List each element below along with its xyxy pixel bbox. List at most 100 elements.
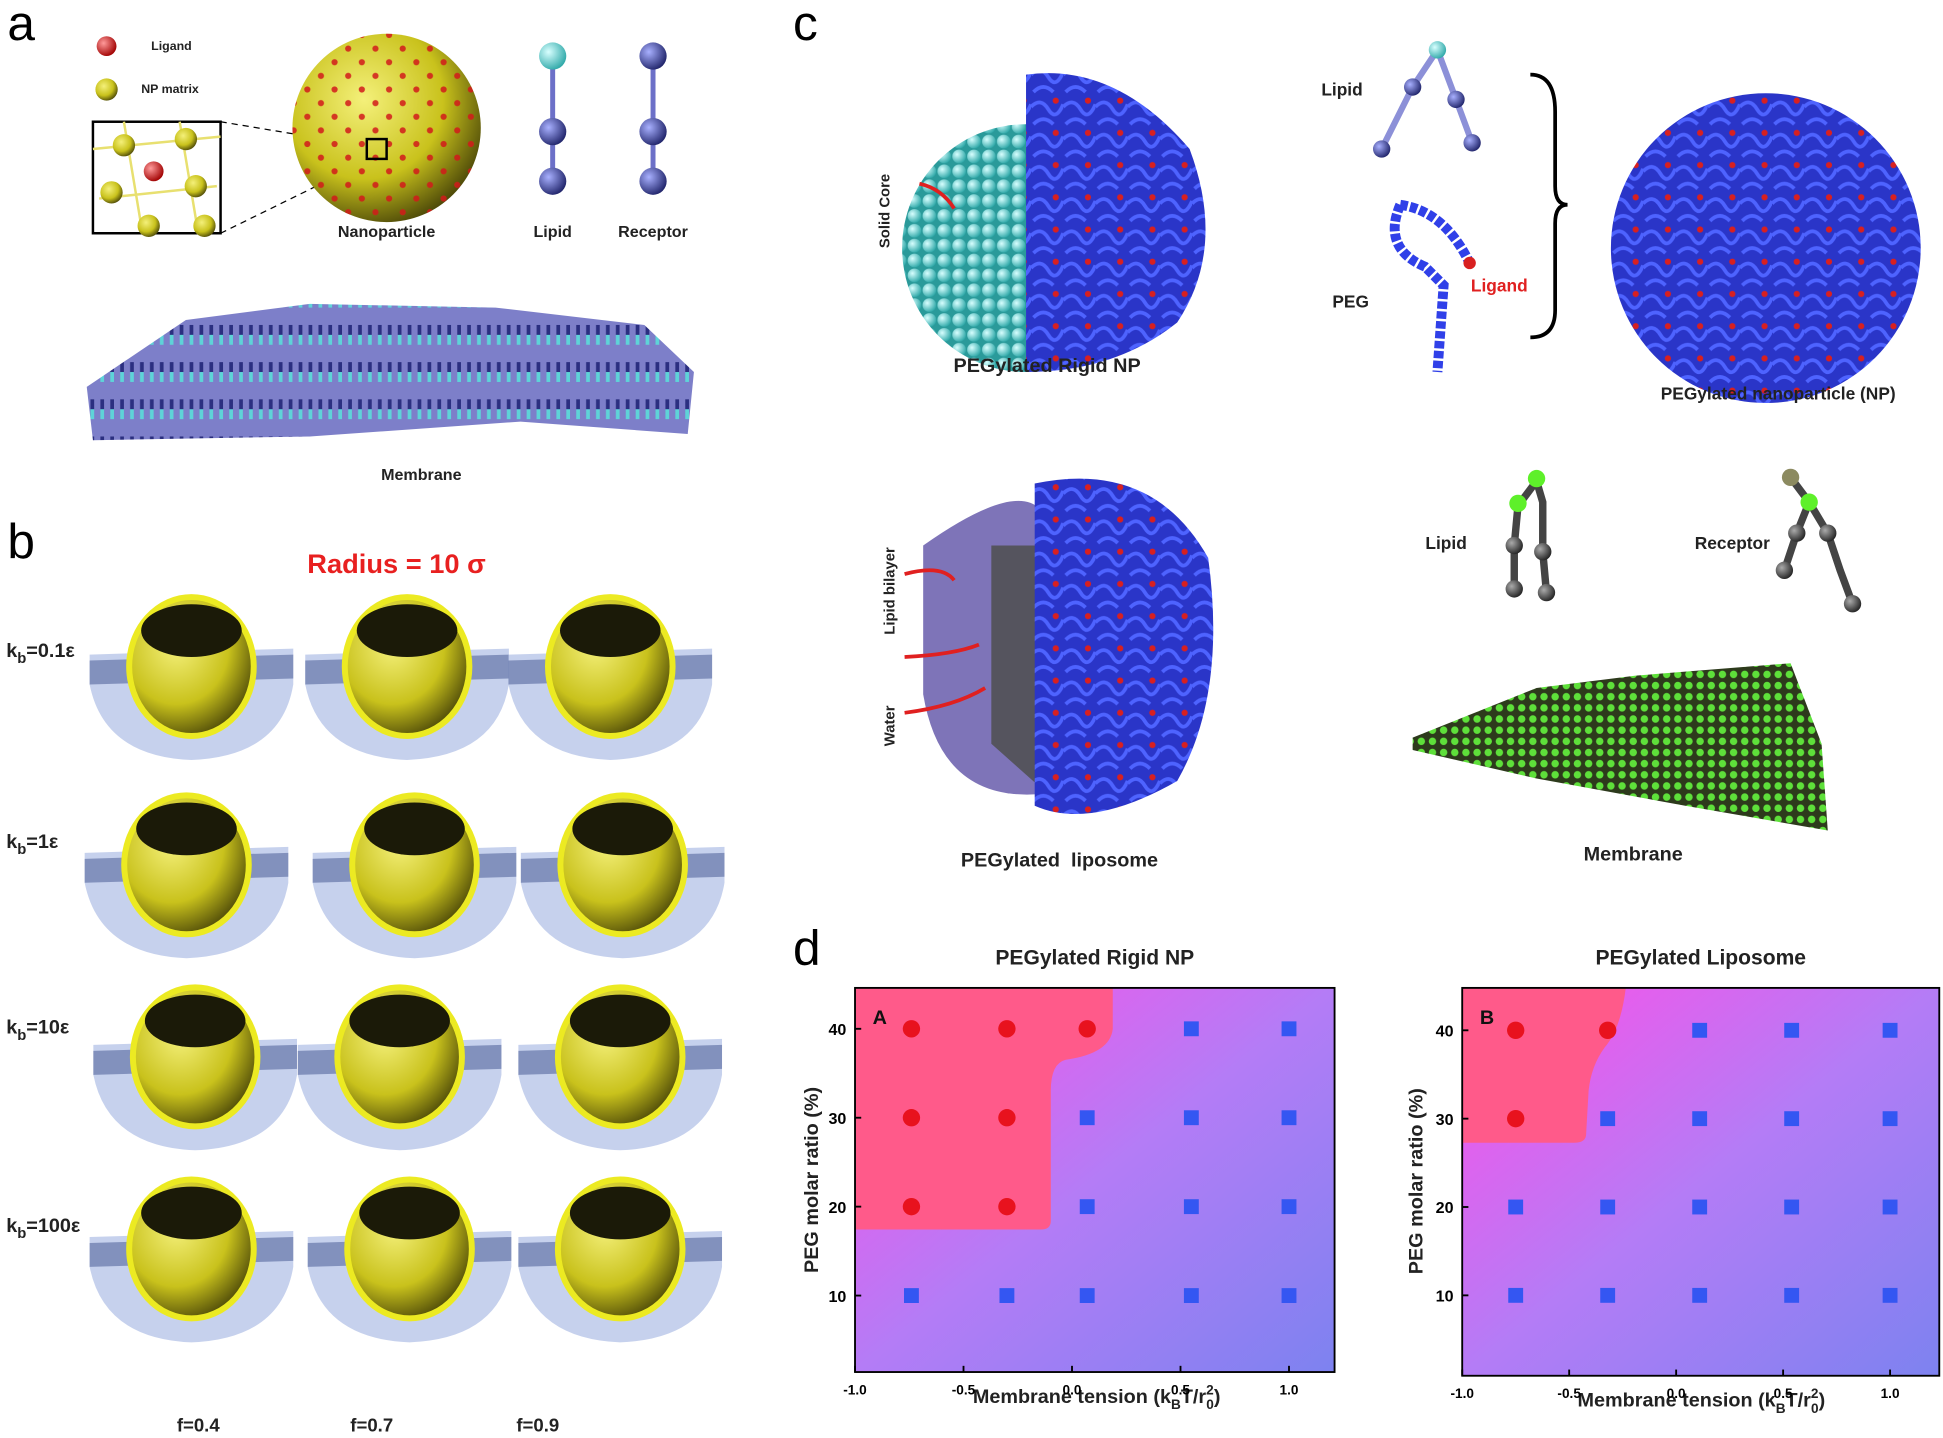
point — [998, 1109, 1016, 1127]
panel-label: b — [7, 513, 35, 569]
x-axis-label-part: 0 — [1206, 1397, 1214, 1412]
point — [1508, 1287, 1524, 1303]
row-label: kb=1ε — [6, 831, 59, 858]
label: Nanoparticle — [338, 223, 436, 241]
legend-label: Ligand — [151, 39, 192, 53]
point — [1079, 1110, 1095, 1126]
y-tick-label: 10 — [828, 1288, 846, 1306]
x-tick-label: -1.0 — [843, 1382, 867, 1397]
legend-label: NP matrix — [141, 82, 199, 96]
label: Water — [883, 705, 899, 746]
y-tick-label: 20 — [828, 1199, 846, 1217]
point — [1508, 1199, 1524, 1215]
point — [1281, 1199, 1297, 1215]
x-tick-label: -0.5 — [952, 1382, 976, 1397]
x-axis-label: Membrane tension (kBT/r2 0) — [1578, 1386, 1826, 1416]
point — [1692, 1111, 1708, 1127]
point — [1882, 1022, 1898, 1038]
row-label-part: k — [6, 1215, 18, 1237]
point — [1183, 1288, 1199, 1303]
y-tick-label: 10 — [1436, 1288, 1454, 1306]
point — [999, 1288, 1015, 1303]
x-axis-label-part: 2 — [1206, 1382, 1214, 1397]
y-tick-label: 20 — [1436, 1199, 1454, 1217]
annotation: B — [1480, 1007, 1494, 1029]
x-axis-label-part: T/r — [1181, 1386, 1207, 1408]
label: Membrane — [1584, 843, 1683, 865]
y-tick-label: 40 — [828, 1021, 846, 1039]
point — [1599, 1021, 1617, 1039]
chart-title: PEGylated Liposome — [1595, 946, 1806, 969]
point — [1784, 1199, 1800, 1215]
panel-label: c — [793, 0, 818, 51]
label: PEG — [1332, 292, 1369, 312]
y-axis-label: PEG molar ratio (%) — [801, 1087, 823, 1273]
x-tick-label: 0.5 — [1774, 1386, 1793, 1401]
point — [1784, 1111, 1800, 1127]
point — [1183, 1199, 1199, 1215]
x-axis-label-part: ) — [1819, 1390, 1826, 1412]
row-label: kb=10ε — [6, 1017, 70, 1044]
panel-label: d — [793, 919, 821, 975]
x-axis-label-part: 2 — [1811, 1386, 1819, 1401]
label: Lipid bilayer — [883, 547, 899, 635]
plot-frame — [1461, 986, 1941, 1377]
point — [1183, 1110, 1199, 1126]
x-tick-label: 0.5 — [1171, 1382, 1190, 1397]
x-axis-label-part: ) — [1214, 1386, 1221, 1408]
x-axis-label-part: B — [1171, 1397, 1181, 1412]
point — [902, 1109, 921, 1127]
label: PEGylated Rigid NP — [954, 355, 1141, 377]
panel-b-art — [85, 597, 725, 1342]
point — [1784, 1287, 1800, 1303]
panel-c-art — [902, 41, 1921, 831]
point — [1692, 1287, 1708, 1303]
y-tick-label: 30 — [1436, 1111, 1454, 1129]
point — [1078, 1020, 1096, 1038]
label: Receptor — [1695, 533, 1770, 553]
point — [998, 1197, 1016, 1216]
row-labels: kb=0.1ε kb=1ε kb=10ε kb=100ε — [6, 640, 81, 1242]
y-axis-label: PEG molar ratio (%) — [1406, 1088, 1428, 1274]
row-label-part: b — [17, 1226, 26, 1242]
label: Lipid — [1321, 80, 1362, 100]
row-label-part: b — [17, 651, 26, 667]
point — [1882, 1287, 1898, 1303]
point — [1692, 1022, 1708, 1038]
label: PEGylated nanoparticle (NP) — [1661, 383, 1896, 403]
y-tick-label: 30 — [828, 1110, 846, 1128]
row-label-part: =0.1ε — [26, 640, 75, 662]
label: PEGylated liposome — [961, 849, 1158, 871]
point — [1692, 1199, 1708, 1215]
label: Ligand — [1471, 275, 1528, 295]
x-tick-label: 0.0 — [1063, 1382, 1082, 1397]
row-label-part: k — [6, 1017, 18, 1039]
plot-frame — [854, 986, 1336, 1373]
y-tick-label: 40 — [1436, 1023, 1454, 1041]
point — [1882, 1199, 1898, 1215]
x-tick-label: 1.0 — [1881, 1386, 1900, 1401]
label: Membrane — [381, 466, 462, 484]
panel-title: Radius = 10 σ — [307, 548, 486, 579]
row-label: kb=100ε — [6, 1215, 81, 1242]
point — [902, 1020, 921, 1038]
point — [904, 1288, 919, 1303]
point — [1507, 1109, 1525, 1128]
chart-title: PEGylated Rigid NP — [995, 946, 1194, 969]
row-label-part: k — [6, 640, 18, 662]
annotation: A — [873, 1007, 887, 1029]
x-axis-label-part: B — [1776, 1401, 1786, 1416]
label: Lipid — [1425, 533, 1466, 553]
row-label-part: b — [17, 842, 26, 858]
row-label-part: =1ε — [26, 831, 59, 853]
label: Solid Core — [878, 174, 894, 248]
region — [1462, 987, 1626, 1143]
point — [1784, 1022, 1800, 1038]
x-axis-label: Membrane tension (kBT/r2 0) — [973, 1382, 1221, 1412]
point — [1882, 1111, 1898, 1127]
panel-a-art — [86, 33, 694, 441]
point — [1600, 1199, 1616, 1215]
x-tick-label: 0.0 — [1667, 1386, 1686, 1401]
